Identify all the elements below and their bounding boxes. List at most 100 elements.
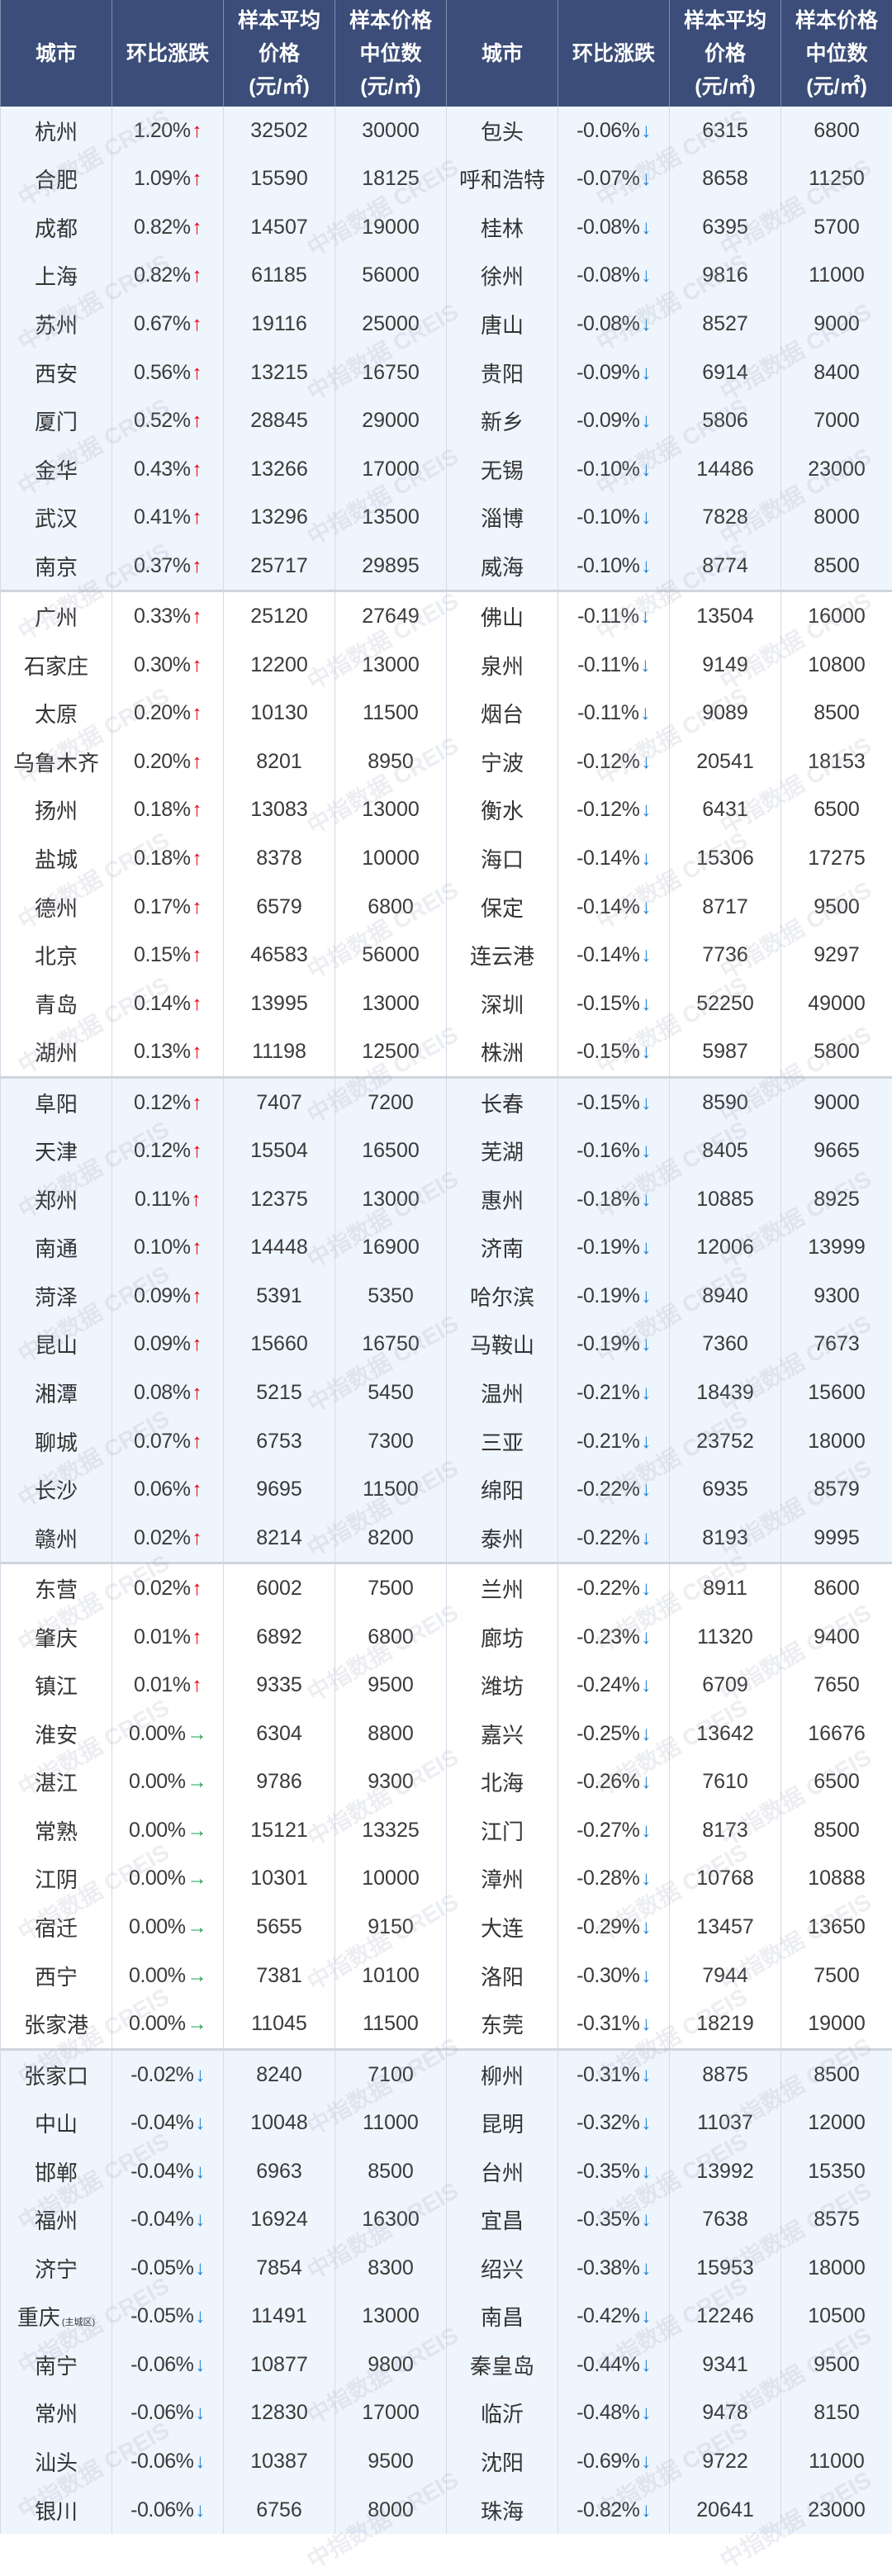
change-value: 0.18%: [134, 847, 190, 870]
cell-change: 0.06%↑: [112, 1465, 224, 1514]
cell-avg-price: 6395: [670, 203, 781, 252]
cell-change: -0.15%↓: [558, 980, 670, 1028]
city-value: 太原: [35, 702, 78, 727]
cell-change: 0.09%↑: [112, 1272, 224, 1321]
cell-median-price: 7650: [781, 1662, 892, 1710]
cell-change: 0.08%↑: [112, 1369, 224, 1417]
avg-price-value: 10048: [250, 2111, 308, 2134]
change-value: -0.05%: [130, 2256, 193, 2279]
cell-city: 烟台: [447, 690, 558, 738]
city-value: 柳州: [481, 2064, 524, 2089]
change-value: -0.35%: [576, 2208, 639, 2231]
city-value: 兰州: [481, 1577, 524, 1602]
median-price-value: 10888: [808, 1867, 866, 1890]
cell-median-price: 8500: [335, 2147, 447, 2196]
change-value: 0.12%: [134, 1139, 190, 1162]
cell-avg-price: 13296: [224, 493, 335, 542]
cell-city: 东营: [1, 1563, 112, 1613]
avg-price-value: 13992: [696, 2160, 754, 2183]
city-value: 泰州: [481, 1527, 524, 1552]
change-value: -0.26%: [576, 1770, 639, 1793]
arrow-down-icon: ↓: [641, 362, 651, 385]
change-value: -0.07%: [576, 167, 639, 190]
cell-avg-price: 19116: [224, 300, 335, 349]
city-value: 广州: [35, 605, 78, 630]
cell-median-price: 8000: [781, 493, 892, 542]
cell-avg-price: 6756: [224, 2486, 335, 2535]
median-price-value: 11000: [809, 263, 865, 287]
change-value: 0.06%: [134, 1478, 190, 1501]
arrow-up-icon: ↑: [192, 120, 202, 143]
cell-avg-price: 18439: [670, 1369, 781, 1417]
cell-city: 北京: [1, 931, 112, 980]
cell-median-price: 6800: [781, 107, 892, 155]
median-price-value: 15350: [808, 2160, 866, 2183]
city-value: 唐山: [481, 313, 524, 338]
col-header-change: 环比涨跌: [112, 0, 224, 107]
cell-city: 宜昌: [447, 2196, 558, 2245]
city-value: 乌鲁木齐: [13, 751, 99, 776]
median-price-value: 13000: [362, 992, 420, 1015]
cell-avg-price: 13457: [670, 1903, 781, 1952]
median-price-value: 12000: [808, 2111, 866, 2134]
cell-city: 海口: [447, 834, 558, 883]
cell-change: -0.31%↓: [558, 2000, 670, 2049]
avg-price-value: 6315: [702, 119, 748, 142]
city-value: 湛江: [35, 1771, 78, 1796]
city-value: 石家庄: [24, 654, 88, 679]
cell-city: 湘潭: [1, 1369, 112, 1417]
change-value: -0.10%: [576, 554, 639, 577]
cell-change: 0.18%↑: [112, 834, 224, 883]
median-price-value: 25000: [362, 312, 420, 335]
arrow-down-icon: ↓: [641, 896, 651, 919]
table-header: 城市 环比涨跌 样本平均价格(元/㎡) 样本价格中位数(元/㎡) 城市 环比涨跌…: [1, 0, 892, 107]
change-value: 0.00%: [129, 1915, 185, 1938]
avg-price-value: 8717: [702, 895, 748, 918]
cell-median-price: 6800: [335, 1613, 447, 1662]
header-line: 价格: [224, 37, 334, 70]
arrow-up-icon: ↑: [192, 168, 202, 191]
cell-avg-price: 6753: [224, 1417, 335, 1466]
cell-median-price: 9297: [781, 931, 892, 980]
cell-change: -0.26%↓: [558, 1758, 670, 1807]
avg-price-value: 8378: [256, 847, 302, 870]
avg-price-value: 7944: [702, 1964, 748, 1987]
median-price-value: 9000: [814, 1091, 860, 1114]
change-value: -0.04%: [130, 2160, 193, 2183]
cell-median-price: 16750: [335, 1321, 447, 1369]
median-price-value: 9400: [814, 1625, 860, 1649]
change-value: 0.20%: [134, 701, 190, 724]
cell-median-price: 10100: [335, 1952, 447, 2000]
cell-avg-price: 10885: [670, 1175, 781, 1224]
cell-avg-price: 9695: [224, 1465, 335, 1514]
cell-median-price: 9995: [781, 1514, 892, 1563]
cell-city: 兰州: [447, 1563, 558, 1613]
cell-change: -0.14%↓: [558, 883, 670, 932]
avg-price-value: 6304: [256, 1722, 302, 1745]
city-value: 湖州: [35, 1041, 78, 1065]
avg-price-value: 9695: [256, 1478, 302, 1501]
avg-price-value: 7381: [256, 1964, 302, 1987]
change-value: -0.11%: [577, 605, 638, 628]
cell-city: 漳州: [447, 1855, 558, 1904]
city-value: 宜昌: [481, 2208, 524, 2233]
change-value: 0.33%: [134, 605, 190, 628]
city-value: 嘉兴: [481, 1723, 524, 1748]
city-value: 绍兴: [481, 2257, 524, 2282]
median-price-value: 13000: [362, 798, 420, 821]
change-value: 0.14%: [134, 992, 190, 1015]
cell-median-price: 11500: [335, 690, 447, 738]
arrow-down-icon: ↓: [195, 2499, 205, 2522]
avg-price-value: 9478: [702, 2401, 748, 2424]
median-price-value: 13999: [808, 1236, 866, 1259]
avg-price-value: 8875: [702, 2063, 748, 2086]
city-value: 台州: [481, 2161, 524, 2185]
avg-price-value: 28845: [250, 409, 308, 432]
cell-avg-price: 11045: [224, 2000, 335, 2049]
change-value: -0.38%: [576, 2256, 639, 2279]
arrow-down-icon: ↓: [195, 2064, 205, 2087]
